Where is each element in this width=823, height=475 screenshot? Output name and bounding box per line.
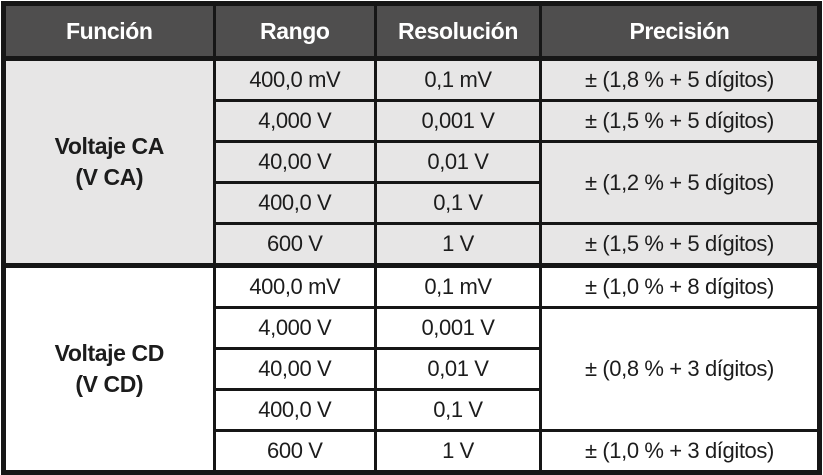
rango-cell: 4,000 V [212,306,378,350]
resolucion-cell: 0,01 V [374,140,542,184]
function-name: Voltaje CA [54,132,165,159]
table-row: Voltaje CA (V CA) 400,0 mV 0,1 mV ± (1,8… [2,57,822,267]
resolucion-cell: 1 V [374,222,542,267]
rango-cell: 600 V [212,222,378,267]
precision-cell-merged: ± (0,8 % + 3 dígitos) [538,306,822,432]
function-cell-voltaje-cd: Voltaje CD (V CD) [2,263,216,474]
section-voltaje-ca: Voltaje CA (V CA) 400,0 mV 0,1 mV ± (1,8… [2,57,822,267]
table-row: 600 V 1 V ± (1,5 % + 5 dígitos) [4,222,822,267]
resolucion-cell: 1 V [374,429,542,474]
table-row: 400,0 V 0,1 V [4,181,820,225]
resolucion-cell: 0,01 V [374,347,542,391]
precision-cell: ± (1,0 % + 3 dígitos) [538,429,822,474]
function-name: Voltaje CD [54,339,165,366]
header-precision: Precisión [538,2,822,61]
header-funcion: Función [2,2,216,61]
resolucion-cell: 0,1 V [374,181,542,225]
rango-cell: 4,000 V [212,99,378,143]
function-alias: (V CA) [75,164,144,190]
resolucion-cell: 0,1 mV [374,57,542,102]
rango-cell: 40,00 V [212,347,378,391]
rango-cell: 400,0 mV [212,57,378,102]
precision-cell-merged: ± (1,2 % + 5 dígitos) [538,140,822,225]
resolucion-cell: 0,1 V [374,388,542,432]
function-alias: (V CD) [75,371,144,397]
table-row: 4,000 V 0,001 V ± (0,8 % + 3 dígitos) [4,306,822,432]
resolucion-cell: 0,001 V [374,306,542,350]
header-resolucion: Resolución [374,2,542,61]
header-row: Función Rango Resolución Precisión [2,2,822,61]
rango-cell: 400,0 V [212,388,378,432]
table-row: 40,00 V 0,01 V [4,347,820,391]
resolucion-cell: 0,1 mV [374,263,542,309]
function-cell-voltaje-ca: Voltaje CA (V CA) [2,57,216,267]
precision-cell: ± (1,0 % + 8 dígitos) [538,263,822,309]
precision-cell: ± (1,5 % + 5 dígitos) [538,222,822,267]
table-row: 4,000 V 0,001 V ± (1,5 % + 5 dígitos) [4,99,822,143]
precision-cell: ± (1,5 % + 5 dígitos) [538,99,822,143]
resolucion-cell: 0,001 V [374,99,542,143]
rango-cell: 400,0 V [212,181,378,225]
rango-cell: 400,0 mV [212,263,378,309]
table-row: 400,0 V 0,1 V [4,388,820,432]
rango-cell: 40,00 V [212,140,378,184]
table-row: 40,00 V 0,01 V ± (1,2 % + 5 dígitos) [4,140,822,225]
section-voltaje-cd: Voltaje CD (V CD) 400,0 mV 0,1 mV ± (1,0… [2,263,822,474]
table-row: 600 V 1 V ± (1,0 % + 3 dígitos) [4,429,822,474]
precision-cell: ± (1,8 % + 5 dígitos) [538,57,822,102]
table-row: Voltaje CD (V CD) 400,0 mV 0,1 mV ± (1,0… [2,263,822,474]
rango-cell: 600 V [212,429,378,474]
header-rango: Rango [212,2,378,61]
